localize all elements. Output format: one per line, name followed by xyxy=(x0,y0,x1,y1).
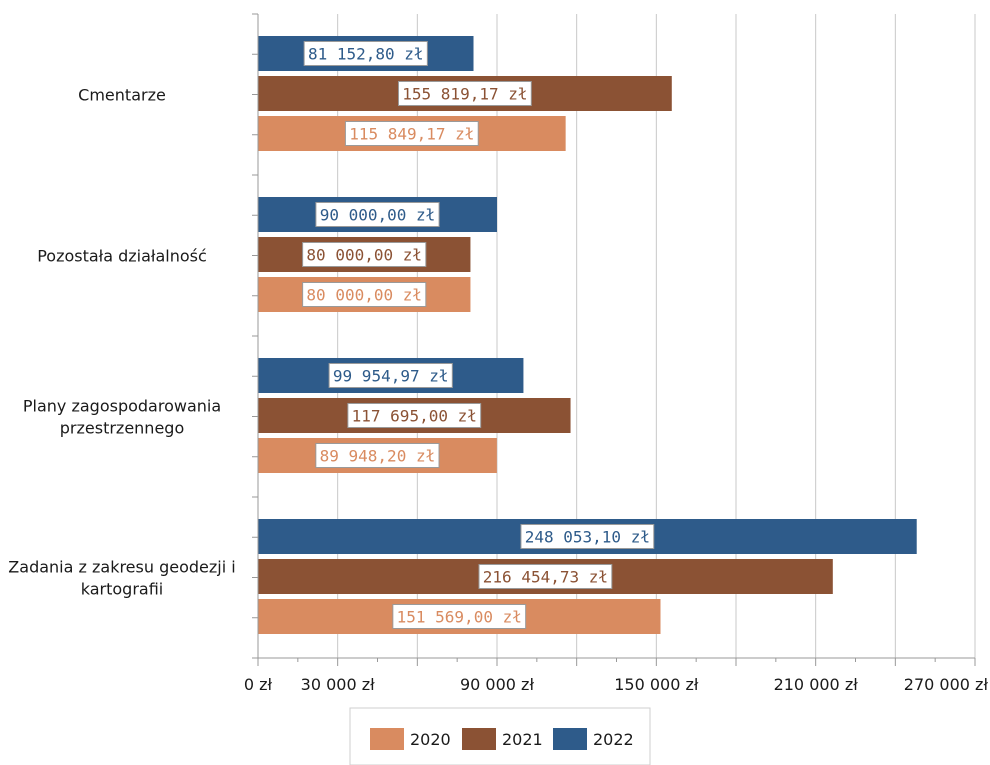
data-label-box xyxy=(478,564,613,589)
legend: 2020 2021 2022 xyxy=(349,707,651,765)
data-label: 155 819,17 zł xyxy=(402,85,527,104)
data-label: 216 454,73 zł xyxy=(483,568,608,587)
data-label-box xyxy=(303,41,428,66)
legend-swatch xyxy=(553,728,587,750)
x-tick-label: 150 000 zł xyxy=(614,675,699,694)
x-tick-label: 270 000 zł xyxy=(904,675,989,694)
data-label: 81 152,80 zł xyxy=(308,45,424,64)
data-label-box xyxy=(520,524,655,549)
data-label: 248 053,10 zł xyxy=(525,528,650,547)
data-label: 80 000,00 zł xyxy=(306,246,422,265)
category-label: Cmentarze xyxy=(78,86,166,105)
x-tick-label: 30 000 zł xyxy=(301,675,375,694)
data-label: 99 954,97 zł xyxy=(333,367,449,386)
data-label-box xyxy=(347,403,482,428)
x-tick-label: 0 zł xyxy=(244,675,273,694)
data-label-box xyxy=(344,121,479,146)
data-label-box xyxy=(397,81,532,106)
data-label-box xyxy=(328,363,453,388)
legend-label: 2022 xyxy=(593,730,634,749)
data-label: 151 569,00 zł xyxy=(397,608,522,627)
category-label: Plany zagospodarowania przestrzennego xyxy=(23,397,221,438)
category-label: Zadania z zakresu geodezji i kartografii xyxy=(8,558,235,599)
data-label: 115 849,17 zł xyxy=(349,125,474,144)
data-label: 90 000,00 zł xyxy=(320,206,436,225)
data-label-box xyxy=(315,202,440,227)
data-label-box xyxy=(315,443,440,468)
data-label: 117 695,00 zł xyxy=(352,407,477,426)
legend-swatch xyxy=(370,728,404,750)
bars: 81 152,80 zł 155 819,17 zł 115 849,17 zł 90… xyxy=(258,36,917,634)
legend-label: 2021 xyxy=(502,730,543,749)
data-label: 89 948,20 zł xyxy=(320,447,436,466)
x-tick-label: 90 000 zł xyxy=(460,675,534,694)
category-labels: Cmentarze Pozostała działalność Plany zago… xyxy=(8,86,235,599)
data-label-box xyxy=(392,604,527,629)
x-tick-label: 210 000 zł xyxy=(774,675,859,694)
data-label-box xyxy=(302,242,427,267)
legend-label: 2020 xyxy=(410,730,451,749)
legend-swatch xyxy=(462,728,496,750)
data-label-box xyxy=(302,282,427,307)
axes xyxy=(252,13,976,666)
data-label: 80 000,00 zł xyxy=(306,286,422,305)
category-label: Pozostała działalność xyxy=(37,247,207,266)
x-tick-labels: 0 zł 30 000 zł 90 000 zł 150 000 zł 210 000 … xyxy=(244,675,989,694)
